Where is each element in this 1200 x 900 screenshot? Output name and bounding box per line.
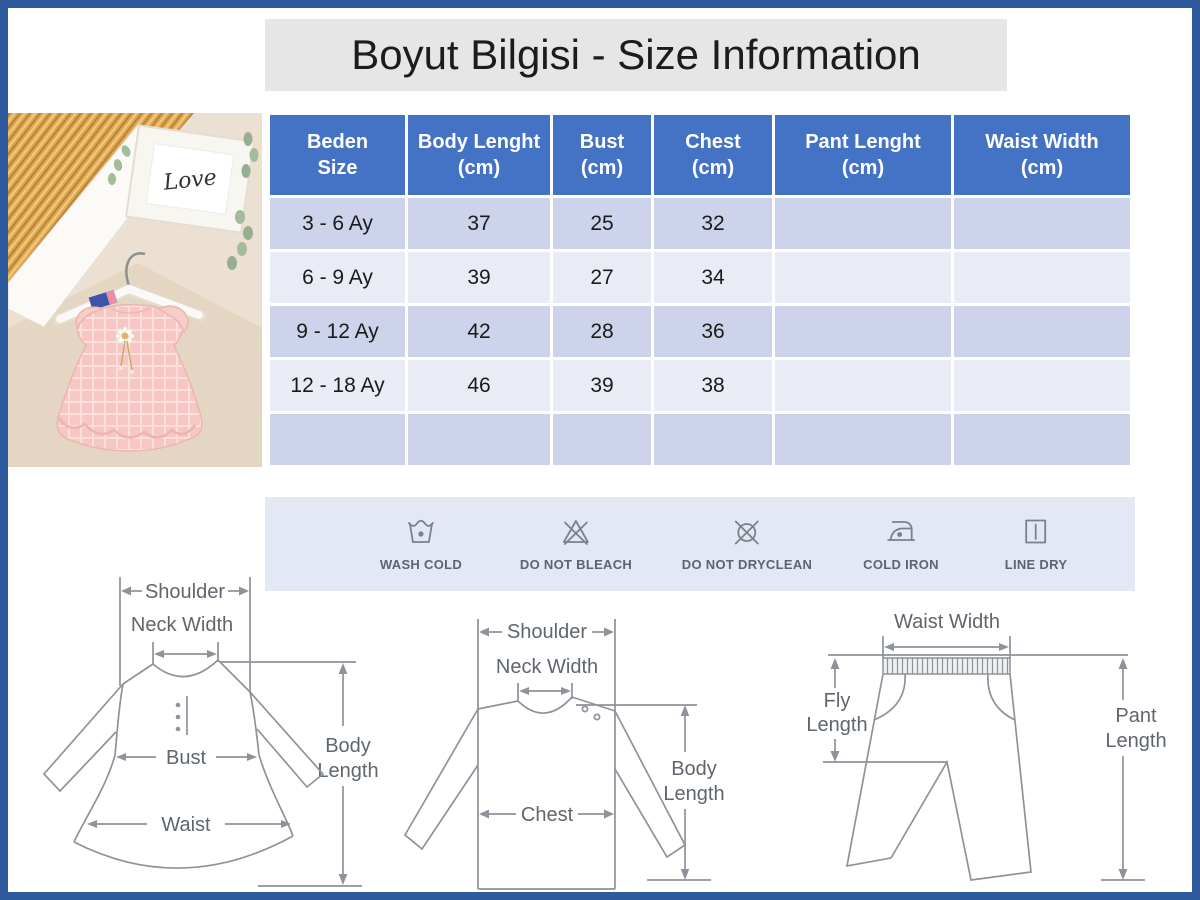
frame-love-text: Love [161,165,218,196]
pants-measurement-diagram: Waist Width Fly Length Pant Length [806,611,1167,881]
love-frame: Love [125,124,255,234]
table-row: 6 - 9 Ay 39 27 34 [270,252,1130,303]
shirt-measurement-diagram: Shoulder Neck Width Chest Body Length [403,619,725,890]
wash-cold-icon [408,519,434,543]
cell-body-length: 37 [408,198,550,249]
cell-bust: 28 [553,306,651,357]
shirt-body-length-label-line1: Body [671,758,717,780]
cell-chest: 36 [654,306,772,357]
table-row: 3 - 6 Ay 37 25 32 [270,198,1130,249]
page-title-bar: Boyut Bilgisi - Size Information [265,19,1007,91]
dress-waist-label: Waist [161,814,211,836]
care-instructions-strip: WASH COLD DO NOT BLEACH DO NOT DRYCLEAN [265,497,1135,591]
dress-body-length-label-line2: Length [317,760,378,782]
do-not-bleach-icon [563,520,589,545]
flower-brooch [115,326,135,375]
shirt-neck-width-label: Neck Width [496,656,598,678]
hanger [52,252,207,326]
cell-bust: 27 [553,252,651,303]
care-label: LINE DRY [1004,557,1068,572]
care-item-do-not-dryclean: DO NOT DRYCLEAN [682,514,812,572]
page-title: Boyut Bilgisi - Size Information [351,31,921,78]
column-header-body-length: Body Lenght (cm) [408,115,550,195]
cell-chest: 32 [654,198,772,249]
cell-chest: 38 [654,360,772,411]
product-photo: Love [8,113,262,467]
cell-waist-width [954,252,1130,303]
care-label: WASH COLD [379,557,463,572]
cell-chest [654,414,772,465]
care-item-wash-cold: WASH COLD [380,514,462,572]
header-row: Beden Size Body Lenght (cm) Bust (cm) Chest… [270,115,1130,195]
cell-body-length: 46 [408,360,550,411]
cell-pant-length [775,198,951,249]
hanger-tag [88,289,118,311]
dress-measurement-diagram: Shoulder Neck Width Body Length Bust [42,577,379,887]
cell-body-length: 42 [408,306,550,357]
cell-size: 9 - 12 Ay [270,306,405,357]
care-label: COLD IRON [863,557,939,572]
cell-pant-length [775,360,951,411]
cell-size: 6 - 9 Ay [270,252,405,303]
column-header-beden-size: Beden Size [270,115,405,195]
line-dry-icon [1025,519,1047,544]
cell-size: 12 - 18 Ay [270,360,405,411]
shirt-body-length-label-line2: Length [663,783,724,805]
column-header-bust: Bust (cm) [553,115,651,195]
shirt-shoulder-label: Shoulder [507,621,587,643]
cell-size [270,414,405,465]
cell-pant-length [775,306,951,357]
cell-pant-length [775,414,951,465]
shirt-chest-label: Chest [521,804,574,826]
pants-pant-length-label-line2: Length [1105,730,1166,752]
dress-body-length-label-line1: Body [325,735,371,757]
dress-neck-width-label: Neck Width [131,614,233,636]
care-item-line-dry: LINE DRY [1005,514,1068,572]
do-not-dryclean-icon [735,520,759,545]
table-row: 12 - 18 Ay 46 39 38 [270,360,1130,411]
cell-pant-length [775,252,951,303]
cell-bust: 25 [553,198,651,249]
cell-waist-width [954,360,1130,411]
hanger-hook [125,252,146,287]
size-table-container: Beden Size Body Lenght (cm) Bust (cm) Chest… [267,112,1133,468]
size-table: Beden Size Body Lenght (cm) Bust (cm) Chest… [267,112,1133,468]
cell-waist-width [954,414,1130,465]
care-label: DO NOT BLEACH [519,557,633,572]
care-label: DO NOT DRYCLEAN [681,557,813,572]
cold-iron-icon [887,521,915,541]
dress-shoulder-label: Shoulder [145,581,225,603]
care-item-do-not-bleach: DO NOT BLEACH [520,514,632,572]
cell-waist-width [954,198,1130,249]
cell-chest: 34 [654,252,772,303]
pants-fly-length-label-line1: Fly [824,690,851,712]
pants-waistband [882,657,1011,675]
table-row [270,414,1130,465]
pants-fly-length-label-line2: Length [806,714,867,736]
column-header-chest: Chest (cm) [654,115,772,195]
column-header-waist-width: Waist Width (cm) [954,115,1130,195]
dress-bust-label: Bust [166,747,206,769]
cell-size: 3 - 6 Ay [270,198,405,249]
cell-waist-width [954,306,1130,357]
cell-bust [553,414,651,465]
pants-waist-width-label: Waist Width [894,611,1000,633]
cell-body-length [408,414,550,465]
care-item-cold-iron: COLD IRON [863,514,939,572]
dress-illustration [56,304,203,452]
pants-pant-length-label-line1: Pant [1115,705,1157,727]
cell-bust: 39 [553,360,651,411]
column-header-pant-length: Pant Lenght (cm) [775,115,951,195]
cell-body-length: 39 [408,252,550,303]
table-row: 9 - 12 Ay 42 28 36 [270,306,1130,357]
eucalyptus-leaves [108,132,259,270]
